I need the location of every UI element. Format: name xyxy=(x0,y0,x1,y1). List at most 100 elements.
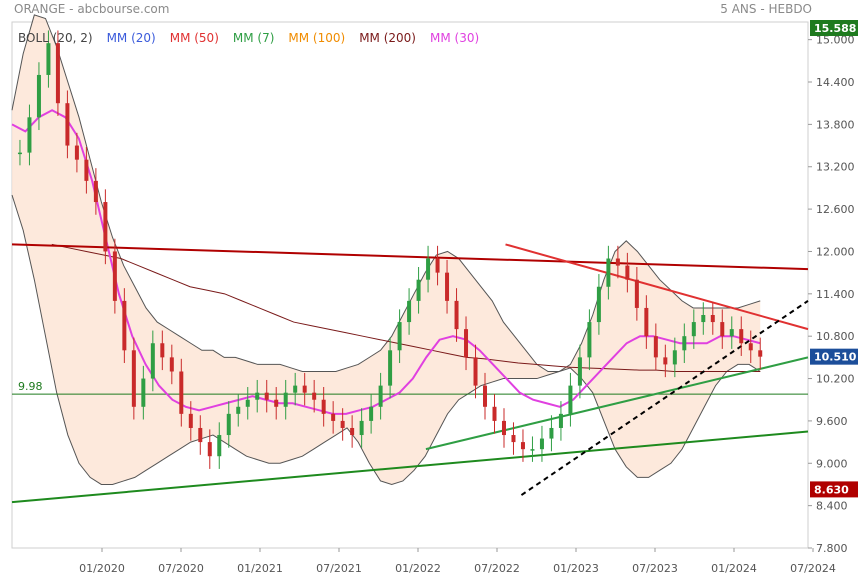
candle-body xyxy=(701,315,706,323)
legend-ma30: MM (30) xyxy=(430,31,480,45)
legend-ma100: MM (100) xyxy=(288,31,346,45)
candle-body xyxy=(587,322,592,358)
candle-body xyxy=(340,420,345,428)
trendline-4 xyxy=(520,300,809,496)
candle-body xyxy=(359,420,364,436)
last-price-badge-bg xyxy=(810,348,858,365)
candle-body xyxy=(312,392,317,400)
candle-body xyxy=(302,385,307,393)
candle-body xyxy=(539,438,544,450)
ma200-line xyxy=(51,243,761,372)
candle-body xyxy=(236,406,241,414)
y-tick-label: 13.800 xyxy=(816,118,855,131)
candle-body xyxy=(122,300,127,351)
candle-body xyxy=(17,152,22,155)
x-tick-label: 01/2023 xyxy=(553,562,599,575)
bollinger-upper-line xyxy=(11,14,761,372)
chart-source-label: ORANGE - abcbourse.com xyxy=(14,2,170,16)
candle-body xyxy=(530,449,535,451)
y-tick-label: 13.200 xyxy=(816,161,855,174)
candle-body xyxy=(245,399,250,407)
candle-body xyxy=(644,307,649,337)
candle-body xyxy=(350,427,355,436)
candle-body xyxy=(464,329,469,358)
x-tick-label: 07/2021 xyxy=(316,562,362,575)
low-price-badge-bg xyxy=(810,481,858,498)
indicator-legend: BOLL (20, 2) MM (20) MM (50) MM (7) MM (… xyxy=(18,31,479,45)
candle-body xyxy=(226,413,231,436)
top-price-badge: 15.588 xyxy=(814,22,856,35)
candle-body xyxy=(131,350,136,407)
candle-body xyxy=(492,406,497,421)
candle-body xyxy=(615,258,620,266)
candle-body xyxy=(558,413,563,428)
x-tick-label: 01/2022 xyxy=(395,562,441,575)
y-tick-label: 15.000 xyxy=(816,34,855,47)
y-tick-label: 12.000 xyxy=(816,245,855,258)
x-tick-label: 01/2020 xyxy=(79,562,125,575)
trendline-1 xyxy=(11,430,809,504)
candle-body xyxy=(198,427,203,443)
candle-body xyxy=(274,399,279,407)
candle-body xyxy=(179,371,184,414)
candle-body xyxy=(511,435,516,443)
x-tick-label: 07/2020 xyxy=(158,562,204,575)
candle-body xyxy=(55,43,60,104)
y-tick-label: 11.400 xyxy=(816,288,855,301)
candle-body xyxy=(283,392,288,407)
candle-body xyxy=(369,406,374,421)
legend-ma200: MM (200) xyxy=(359,31,416,45)
candle-body xyxy=(407,300,412,323)
y-tick-label: 9.000 xyxy=(816,457,848,470)
y-tick-label: 7.800 xyxy=(816,542,848,555)
candle-body xyxy=(473,357,478,386)
candle-body xyxy=(36,74,41,118)
candle-body xyxy=(454,300,459,330)
candle-body xyxy=(720,322,725,337)
x-tick-label: 01/2021 xyxy=(237,562,283,575)
candle-body xyxy=(169,357,174,372)
last-price-badge: 10.510 xyxy=(814,351,857,364)
legend-ma7: MM (7) xyxy=(232,31,275,45)
candle-body xyxy=(103,202,108,252)
top-price-badge-bg xyxy=(810,20,858,36)
candle-body xyxy=(416,279,421,301)
candle-body xyxy=(549,427,554,439)
legend-ma50: MM (50) xyxy=(169,31,219,45)
y-tick-label: 9.600 xyxy=(816,415,848,428)
y-tick-label: 10.200 xyxy=(816,373,855,386)
candle-body xyxy=(65,103,70,146)
reference-line-label: 9.98 xyxy=(18,380,43,393)
candle-body xyxy=(188,413,193,428)
x-tick-label: 07/2022 xyxy=(474,562,520,575)
candle-body xyxy=(93,180,98,203)
candle-body xyxy=(435,258,440,273)
candle-body xyxy=(520,442,525,450)
low-price-badge: 8.630 xyxy=(814,483,849,496)
x-tick-label: 07/2024 xyxy=(790,562,836,575)
candle-body xyxy=(321,399,326,414)
candle-body xyxy=(426,258,431,280)
trendline-2 xyxy=(425,356,809,451)
candle-body xyxy=(388,350,393,386)
y-tick-label: 8.400 xyxy=(816,500,848,513)
candle-body xyxy=(691,322,696,337)
legend-boll: BOLL (20, 2) xyxy=(18,31,93,45)
candle-body xyxy=(483,385,488,407)
candle-body xyxy=(568,385,573,414)
x-tick-label: 01/2024 xyxy=(711,562,757,575)
candle-body xyxy=(293,385,298,393)
y-tick-label: 12.600 xyxy=(816,203,855,216)
chart-period-label: 5 ANS - HEBDO xyxy=(720,2,812,16)
candle-body xyxy=(264,392,269,400)
candle-body xyxy=(74,145,79,160)
candle-body xyxy=(46,43,51,75)
candle-body xyxy=(397,322,402,351)
trendline-3 xyxy=(505,243,809,331)
candle-body xyxy=(27,117,32,153)
candle-body xyxy=(682,336,687,351)
candle-body xyxy=(596,286,601,323)
candle-body xyxy=(331,413,336,421)
candle-body xyxy=(112,251,117,301)
